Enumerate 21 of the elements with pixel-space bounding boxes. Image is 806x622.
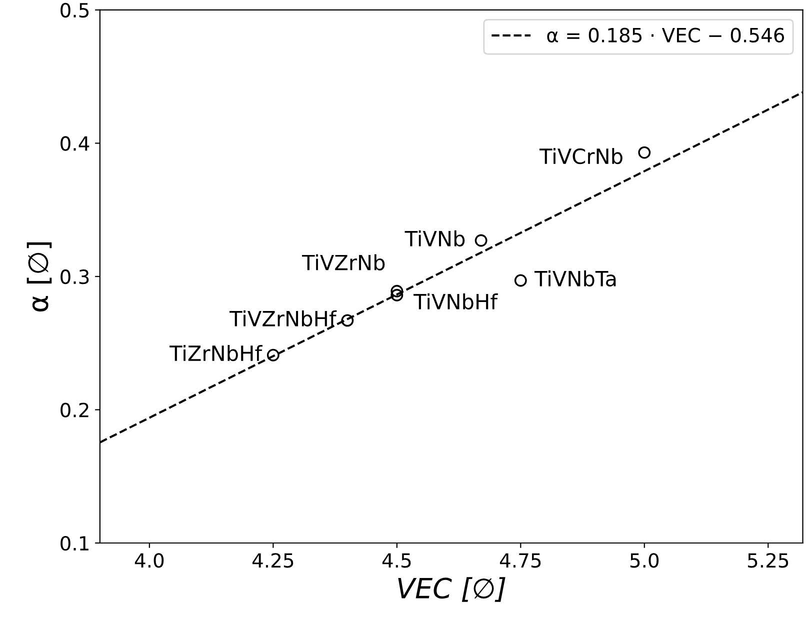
x-tick-label: 4.25 xyxy=(252,553,294,568)
x-tick-label: 5.25 xyxy=(748,553,788,568)
y-tick-label: 0.4 xyxy=(60,136,90,151)
annotation: TiVCrNb xyxy=(539,148,622,164)
annotation: TiZrNbHf xyxy=(169,345,262,362)
annotation: TiVNbTa xyxy=(534,270,616,287)
annotation: TiVZrNb xyxy=(302,254,385,270)
x-tick-label: 4.75 xyxy=(500,553,541,568)
annotation: TiVZrNbHf xyxy=(229,310,337,326)
x-tick-label: 5.0 xyxy=(630,553,659,568)
annotation: TiVNbHf xyxy=(414,293,498,310)
y-tick-label: 0.1 xyxy=(60,536,88,551)
x-tick-label: 4.0 xyxy=(134,553,164,568)
y-tick-label: 0.5 xyxy=(60,2,89,18)
y-tick-label: 0.3 xyxy=(60,269,89,284)
y-tick-label: 0.2 xyxy=(60,402,88,418)
x-axis-title: VEC [∅] xyxy=(398,577,506,602)
x-tick-label: 4.5 xyxy=(382,553,411,568)
legend-label: α = 0.185 · VEC − 0.546 xyxy=(547,28,784,43)
y-axis-title: α [∅] xyxy=(26,242,52,312)
annotation: TiVNb xyxy=(404,230,465,247)
